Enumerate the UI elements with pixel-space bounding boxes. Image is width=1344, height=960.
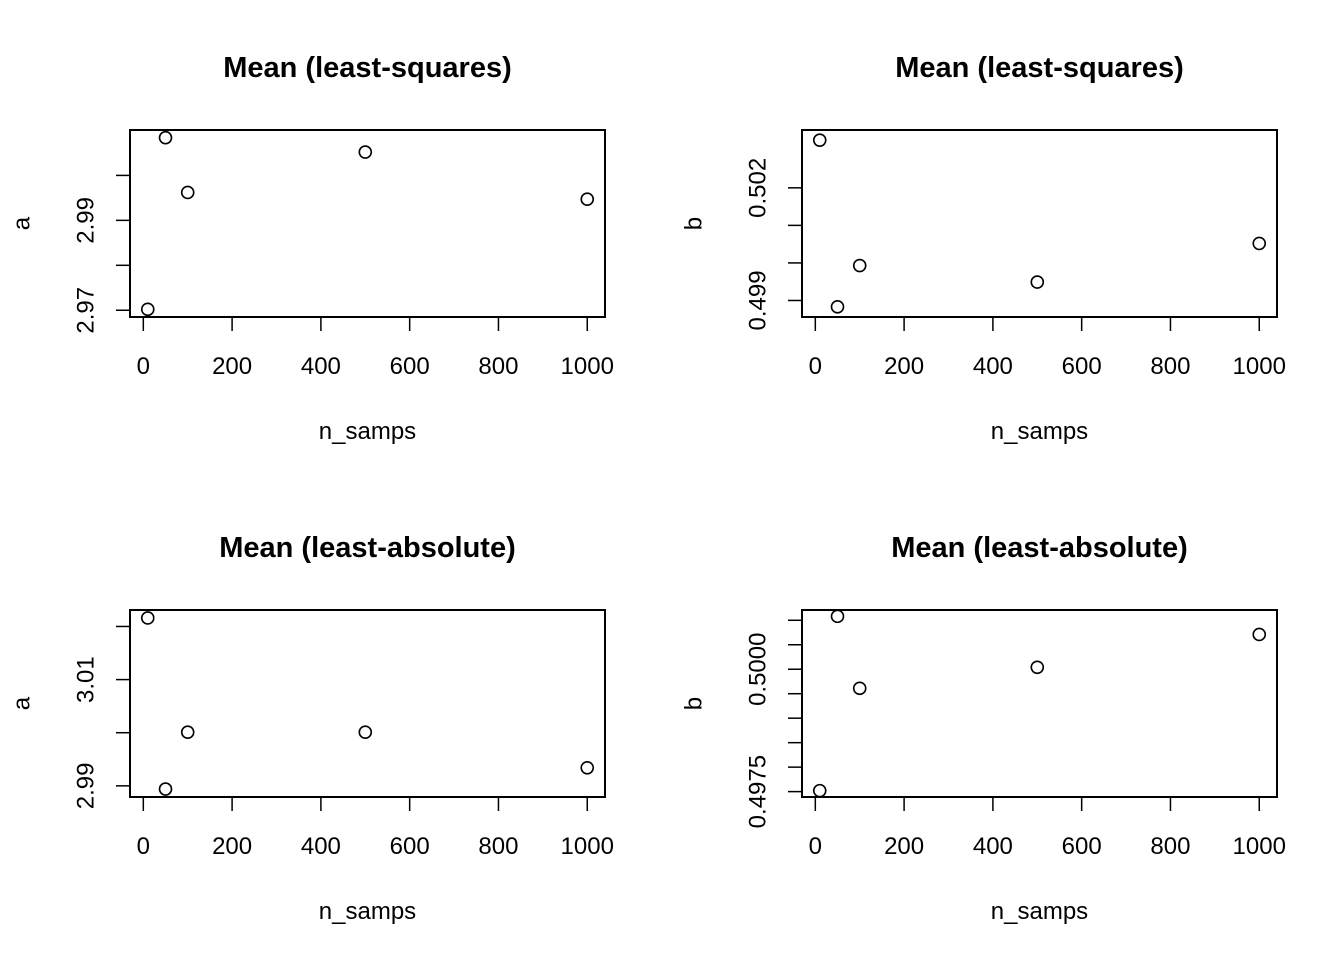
- x-tick-label: 200: [212, 833, 252, 860]
- x-tick-label: 1000: [1233, 833, 1286, 860]
- y-tick-label: 0.502: [745, 158, 772, 218]
- data-point: [830, 300, 845, 314]
- y-tick-label: 2.99: [73, 762, 100, 809]
- data-point: [1030, 660, 1045, 675]
- x-tick-label: 400: [301, 353, 341, 380]
- data-point: [830, 609, 845, 624]
- data-point: [852, 681, 867, 696]
- data-point: [140, 611, 155, 625]
- panel-title: Mean (least-squares): [223, 52, 512, 84]
- x-tick-label: 0: [137, 353, 150, 380]
- y-axis-label: b: [681, 697, 708, 710]
- x-tick-label: 1000: [1233, 353, 1286, 380]
- x-tick-label: 400: [973, 353, 1013, 380]
- data-point: [358, 725, 373, 739]
- data-point: [852, 258, 867, 273]
- data-point: [812, 783, 827, 798]
- x-tick-label: 1000: [561, 833, 614, 860]
- y-tick-label: 2.99: [73, 197, 100, 244]
- x-tick-label: 800: [1150, 353, 1190, 380]
- x-tick-label: 200: [212, 353, 252, 380]
- data-point: [580, 760, 595, 775]
- y-tick-label: 0.5000: [745, 633, 772, 706]
- y-tick-label: 2.97: [73, 287, 100, 334]
- panel-2: Mean (least-squares) 0 200 400 600 800 1000 n_s…: [681, 52, 1286, 445]
- y-tick-label: 0.499: [745, 270, 772, 330]
- x-tick-label: 400: [973, 833, 1013, 860]
- x-axis-label: n_samps: [319, 898, 416, 925]
- panel-title: Mean (least-squares): [895, 52, 1184, 84]
- data-point: [1252, 236, 1267, 251]
- x-tick-label: 0: [809, 353, 822, 380]
- panel-title: Mean (least-absolute): [891, 532, 1188, 564]
- y-axis-label: a: [9, 696, 36, 710]
- x-tick-label: 800: [478, 833, 518, 860]
- data-point: [1252, 627, 1267, 642]
- x-axis-label: n_samps: [319, 418, 416, 445]
- panel-1: Mean (least-squares) 0 200 400 600 800 1000 n_s…: [9, 52, 614, 445]
- x-tick-label: 600: [1062, 833, 1102, 860]
- x-tick-label: 600: [1062, 353, 1102, 380]
- x-tick-label: 0: [137, 833, 150, 860]
- y-axis-label: b: [681, 217, 708, 230]
- data-point: [180, 185, 195, 200]
- x-tick-label: 800: [1150, 833, 1190, 860]
- x-tick-label: 600: [390, 833, 430, 860]
- y-axis-label: a: [9, 216, 36, 230]
- data-point: [812, 133, 827, 147]
- x-axis-label: n_samps: [991, 418, 1088, 445]
- data-point: [158, 130, 173, 145]
- data-point: [580, 192, 595, 207]
- x-axis-label: n_samps: [991, 898, 1088, 925]
- x-tick-label: 1000: [561, 353, 614, 380]
- panel-3: Mean (least-absolute) 0 200 400 600 800 1000 n_…: [9, 532, 614, 925]
- y-tick-label: 0.4975: [745, 755, 772, 828]
- data-point: [358, 145, 373, 159]
- y-tick-label: 3.01: [73, 656, 100, 703]
- data-point: [158, 782, 173, 796]
- x-tick-label: 200: [884, 353, 924, 380]
- x-tick-label: 400: [301, 833, 341, 860]
- panel-title: Mean (least-absolute): [219, 532, 516, 564]
- x-tick-label: 600: [390, 353, 430, 380]
- data-point: [1030, 275, 1045, 289]
- x-tick-label: 0: [809, 833, 822, 860]
- data-point: [140, 302, 155, 317]
- data-point: [180, 725, 195, 739]
- x-tick-label: 200: [884, 833, 924, 860]
- panel-4: Mean (least-absolute) 0 200 400 600 800 1000 n_…: [681, 532, 1286, 925]
- x-tick-label: 800: [478, 353, 518, 380]
